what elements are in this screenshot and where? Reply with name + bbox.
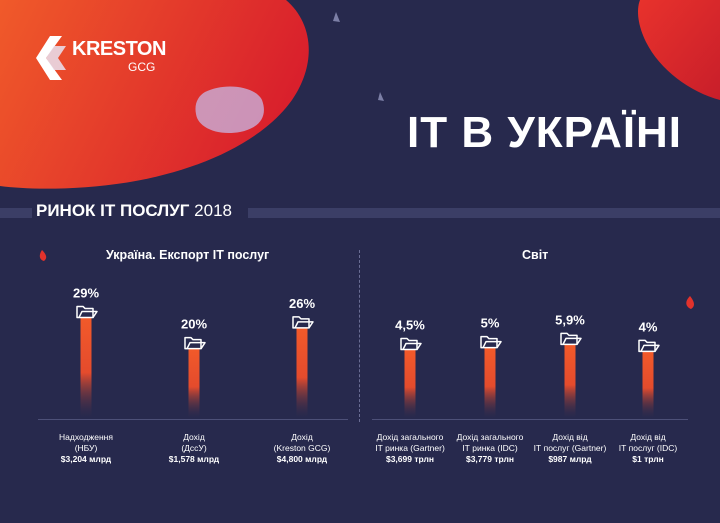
section-divider bbox=[0, 205, 720, 219]
drop-accent-3 bbox=[39, 250, 47, 261]
category-label: Дохід від bbox=[552, 432, 587, 442]
bar-value-label: 5,9% bbox=[555, 312, 585, 327]
category-label: (НБУ) bbox=[75, 443, 98, 453]
category-label: ІТ ринка (Gartner) bbox=[375, 443, 445, 453]
category-amount: $987 млрд bbox=[548, 454, 592, 464]
category-label: ІТ послуг (IDC) bbox=[619, 443, 678, 453]
folder-icon bbox=[638, 339, 660, 353]
bar-0-1 bbox=[188, 348, 200, 418]
category-label: Дохід від bbox=[630, 432, 665, 442]
bar-0-2 bbox=[296, 327, 308, 418]
category-label: Дохід загального bbox=[377, 432, 444, 442]
folder-icon bbox=[184, 336, 206, 350]
logo-wordmark: KRESTON bbox=[72, 38, 166, 60]
folder-icon bbox=[480, 335, 502, 349]
section-year: 2018 bbox=[194, 201, 232, 220]
bar-value-label: 5% bbox=[481, 316, 500, 331]
category-amount: $4,800 млрд bbox=[277, 454, 328, 464]
folder-icon bbox=[292, 316, 314, 329]
category-amount: $3,699 трлн bbox=[386, 454, 434, 464]
orange-blob bbox=[0, 0, 309, 189]
bar-value-label: 4% bbox=[639, 319, 658, 334]
red-corner-blob bbox=[638, 0, 720, 100]
category-label: (Kreston GCG) bbox=[274, 443, 331, 453]
page-title: ІТ В УКРАЇНІ bbox=[407, 108, 682, 157]
bar-0-0 bbox=[80, 317, 92, 418]
bar-value-label: 26% bbox=[289, 296, 315, 311]
category-label: Дохід bbox=[291, 432, 313, 442]
category-label: Надходження bbox=[59, 432, 113, 442]
lilac-blob bbox=[195, 86, 264, 134]
kreston-mark-icon bbox=[36, 36, 66, 80]
category-label: Дохід bbox=[183, 432, 205, 442]
category-amount: $3,204 млрд bbox=[61, 454, 112, 464]
drop-accent-1 bbox=[333, 12, 340, 22]
drop-accent-2 bbox=[378, 92, 384, 101]
section-title: РИНОК ІТ ПОСЛУГ 2018 bbox=[36, 201, 232, 221]
category-label: (ДссУ) bbox=[181, 443, 206, 453]
chart-title-world: Світ bbox=[522, 248, 549, 262]
bar-1-2 bbox=[564, 344, 576, 418]
section-title-text: РИНОК ІТ ПОСЛУГ bbox=[36, 201, 190, 220]
bar-value-label: 20% bbox=[181, 317, 207, 332]
bar-value-label: 4,5% bbox=[395, 318, 425, 333]
folder-icon bbox=[76, 305, 98, 319]
bar-1-1 bbox=[484, 347, 496, 418]
bar-1-3 bbox=[642, 351, 654, 418]
category-amount: $1,578 млрд bbox=[169, 454, 220, 464]
category-label: Дохід загального bbox=[457, 432, 524, 442]
logo-subtitle: GCG bbox=[128, 60, 156, 74]
baseline-world bbox=[372, 419, 688, 420]
kreston-logo: KRESTON GCG bbox=[36, 36, 176, 86]
drop-accent-4 bbox=[686, 296, 694, 309]
baseline-ukraine bbox=[38, 419, 348, 420]
category-label: ІТ ринка (IDC) bbox=[462, 443, 518, 453]
chart-title-ukraine: Україна. Експорт ІТ послуг bbox=[106, 248, 270, 262]
bar-value-label: 29% bbox=[73, 285, 99, 300]
category-amount: $3,779 трлн bbox=[466, 454, 514, 464]
folder-icon bbox=[560, 332, 582, 346]
category-amount: $1 трлн bbox=[632, 454, 664, 464]
folder-icon bbox=[400, 337, 422, 351]
bar-1-0 bbox=[404, 349, 416, 418]
category-label: ІТ послуг (Gartner) bbox=[534, 443, 607, 453]
chart-divider bbox=[359, 250, 360, 422]
